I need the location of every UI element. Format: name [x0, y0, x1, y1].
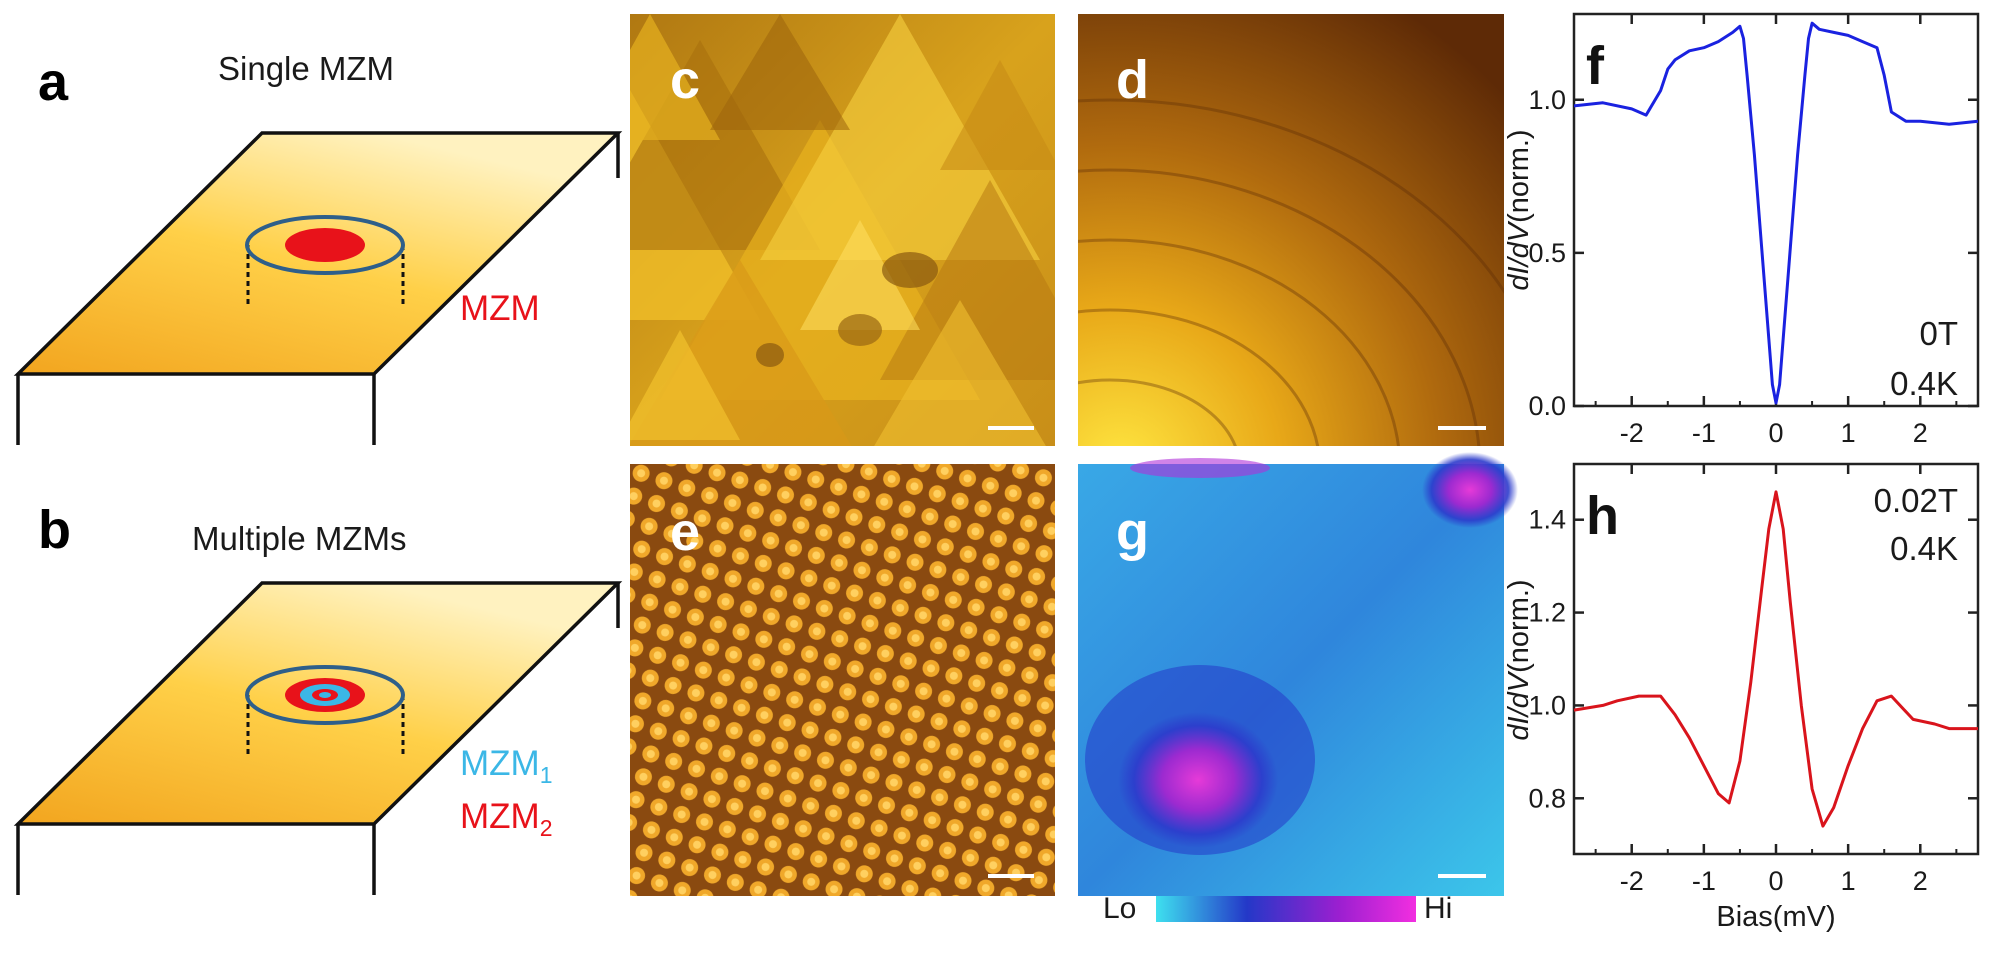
- annotation-f: 0T: [1919, 315, 1958, 352]
- y-axis-label-f: dI/dV(norm.): [1503, 129, 1535, 290]
- panel-a: a Single MZM MZM: [13, 50, 623, 445]
- y-tick-label: 1.2: [1528, 598, 1566, 628]
- mzm2-label: MZM2: [460, 797, 553, 841]
- x-tick-label: -2: [1620, 866, 1644, 896]
- topography-d: [1078, 14, 1504, 446]
- x-tick-label: 0: [1768, 418, 1783, 448]
- spectrum-line-f: [1573, 21, 1979, 405]
- panel-label-c: c: [670, 50, 700, 110]
- chart-h: -2 -1 0 1 2 0.8 1.0 1.2 1.4 h 0.02T 0.4K dI/dV(norm.…: [1503, 462, 1980, 933]
- map-edge-feature: [1130, 458, 1270, 478]
- panel-label-b: b: [38, 500, 71, 560]
- x-tick-label: -1: [1692, 866, 1716, 896]
- y-tick-label: 1.0: [1528, 690, 1566, 720]
- annotation-f: 0.4K: [1890, 365, 1958, 402]
- panel-label-e: e: [670, 502, 700, 562]
- x-tick-label: 0: [1768, 866, 1783, 896]
- vortex-ring-b: [245, 665, 405, 725]
- y-axis-label-h: dI/dV(norm.): [1503, 579, 1535, 740]
- y-tick-label: 0.0: [1528, 391, 1566, 421]
- colorbar: [1156, 896, 1416, 922]
- x-tick-label: 2: [1913, 418, 1928, 448]
- vortex-ring-a: [245, 215, 405, 275]
- plot-frame: [1572, 12, 1980, 408]
- annotation-h: 0.4K: [1890, 530, 1958, 567]
- x-tick-label: -1: [1692, 418, 1716, 448]
- y-tick-label: 1.4: [1528, 505, 1566, 535]
- vortex-core-spot: [1118, 712, 1278, 848]
- panel-label-h: h: [1586, 486, 1619, 546]
- x-tick-label: -2: [1620, 418, 1644, 448]
- panel-c: c: [630, 14, 1055, 446]
- y-tick-label: 0.8: [1528, 783, 1566, 813]
- spectrum-line-h: [1573, 490, 1978, 828]
- y-tick-label: 0.5: [1528, 238, 1566, 268]
- atomic-lattice-e: [630, 464, 1055, 896]
- mzm-label-a: MZM: [460, 289, 540, 328]
- terrace-steps: [1078, 98, 1504, 446]
- mzm1-label: MZM1: [460, 744, 553, 788]
- x-tick-label: 2: [1913, 866, 1928, 896]
- panel-b-title: Multiple MZMs: [192, 520, 407, 557]
- panel-g: g Lo Hi: [1078, 452, 1518, 925]
- panel-label-f: f: [1586, 36, 1605, 96]
- triangular-terraces: [630, 14, 1055, 446]
- x-tick-label: 1: [1841, 866, 1856, 896]
- chart-f: -2 -1 0 1 2 0.0 0.5 1.0 f 0T 0.4K dI/dV(norm.): [1503, 12, 1980, 448]
- panel-label-d: d: [1116, 50, 1149, 110]
- x-axis-label-h: Bias(mV): [1716, 901, 1835, 933]
- plot-frame: [1572, 462, 1980, 856]
- colorbar-lo-label: Lo: [1103, 892, 1136, 925]
- panel-b: b Multiple MZMs MZM1 MZM2: [13, 500, 623, 895]
- annotation-h: 0.02T: [1874, 482, 1958, 519]
- panel-a-title: Single MZM: [218, 50, 394, 87]
- panel-e: e: [630, 464, 1055, 896]
- panel-label-a: a: [38, 52, 69, 112]
- colorbar-hi-label: Hi: [1424, 892, 1452, 925]
- panel-label-g: g: [1116, 502, 1149, 562]
- mzm1-core: [319, 692, 331, 698]
- mzm-disk-a: [285, 228, 365, 262]
- x-tick-label: 1: [1841, 418, 1856, 448]
- panel-d: d: [1078, 14, 1504, 446]
- y-tick-label: 1.0: [1528, 85, 1566, 115]
- vortex-core-spot: [1422, 452, 1518, 528]
